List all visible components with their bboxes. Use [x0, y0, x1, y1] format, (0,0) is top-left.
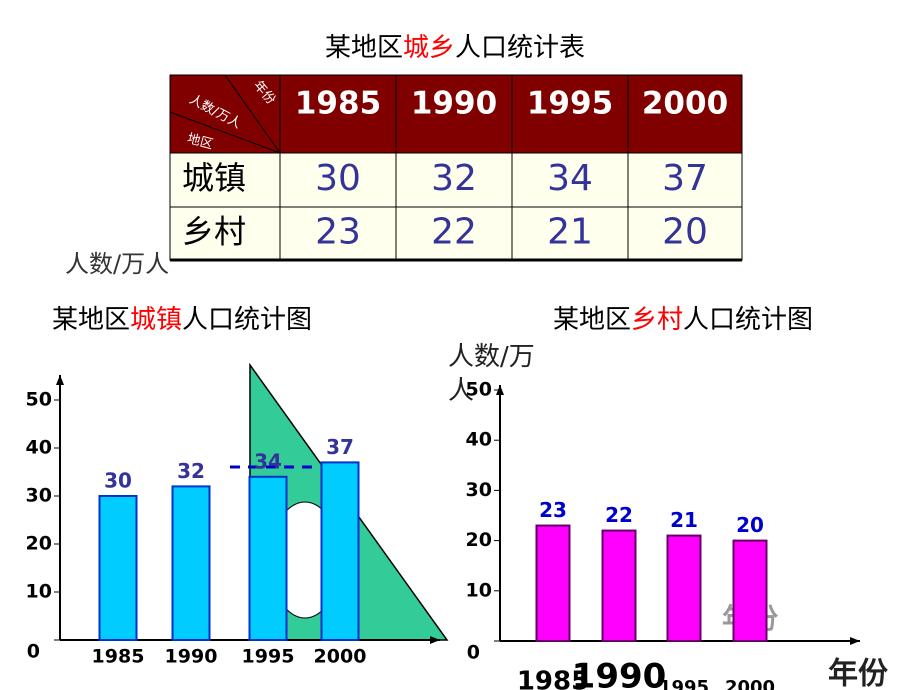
y-tick-label: 30 [466, 479, 492, 501]
data-label: 34 [254, 449, 282, 473]
x-tick-label: 1990 [165, 646, 218, 668]
bar [732, 539, 768, 642]
corner-diagonal [224, 74, 281, 154]
data-label: 30 [104, 469, 132, 493]
bar [98, 495, 138, 641]
x-tick-label: 2000 [314, 646, 367, 668]
bar [248, 475, 288, 641]
title-part: 某地区 [52, 305, 130, 335]
y-axis-label: 人数/万人 [448, 342, 535, 406]
y-tick-label: 10 [26, 581, 52, 603]
title-highlight: 乡村 [631, 305, 683, 335]
y-tick-label: 0 [467, 642, 480, 664]
row-label: 乡村 [182, 213, 246, 251]
column-header: 1990 [411, 86, 497, 122]
table-cell: 30 [315, 158, 361, 199]
table-cell: 23 [315, 212, 361, 253]
table-cell: 34 [547, 158, 593, 199]
x-tick-label: 1985 [517, 667, 589, 690]
data-label: 22 [605, 503, 633, 527]
table-cell: 22 [431, 212, 477, 253]
y-tick-label: 50 [466, 379, 492, 401]
data-label: 20 [736, 513, 764, 537]
x-tick-label: 1995 [659, 677, 709, 690]
x-tick-label: 1985 [92, 646, 145, 668]
x-tick-label: 2000 [725, 677, 775, 690]
column-header: 2000 [642, 86, 728, 122]
data-label: 37 [326, 435, 354, 459]
y-tick-label: 20 [466, 529, 492, 551]
data-label: 21 [670, 508, 698, 532]
bar [535, 524, 571, 642]
y-tick-label: 0 [27, 641, 40, 663]
axis-arrow [850, 637, 860, 645]
data-label: 32 [177, 459, 205, 483]
table-cell: 32 [431, 158, 477, 199]
row-label: 城镇 [182, 159, 246, 197]
y-axis-label: 人数/万人 [65, 250, 169, 278]
title-highlight: 城镇 [130, 305, 182, 335]
table-header-bg [169, 74, 743, 154]
title-part: 人口统计图 [683, 305, 813, 335]
chart-title: 某地区城镇人口统计图 [52, 305, 312, 335]
y-tick-label: 10 [466, 579, 492, 601]
corner-label: 地区 [185, 131, 214, 152]
y-tick-label: 40 [26, 437, 52, 459]
title-part: 人口统计表 [455, 33, 585, 63]
y-tick-label: 40 [466, 429, 492, 451]
bar [171, 485, 211, 641]
title-part: 某地区 [553, 305, 631, 335]
corner-diagonal [169, 111, 281, 154]
bar [666, 534, 702, 643]
title-highlight: 城乡 [403, 33, 455, 63]
y-tick-label: 20 [26, 533, 52, 555]
x-tick-label: 1995 [242, 646, 295, 668]
bar [601, 529, 637, 642]
chart-title: 某地区乡村人口统计图 [553, 305, 813, 335]
x-tick-label: 1990 [572, 657, 667, 690]
y-tick-label: 50 [26, 389, 52, 411]
table-cell: 21 [547, 212, 593, 253]
column-header: 1995 [527, 86, 613, 122]
title-part: 人口统计图 [182, 305, 312, 335]
y-tick-label: 30 [26, 485, 52, 507]
axis-arrow [430, 636, 440, 644]
table-cell: 20 [662, 212, 708, 253]
axis-arrow [56, 375, 64, 385]
column-header: 1985 [295, 86, 381, 122]
data-label: 23 [539, 498, 567, 522]
table-title: 某地区城乡人口统计表 [325, 33, 585, 63]
title-part: 某地区 [325, 33, 403, 63]
x-axis-label: 年份 [828, 657, 888, 690]
table-cell: 37 [662, 158, 708, 199]
bar [320, 461, 360, 641]
